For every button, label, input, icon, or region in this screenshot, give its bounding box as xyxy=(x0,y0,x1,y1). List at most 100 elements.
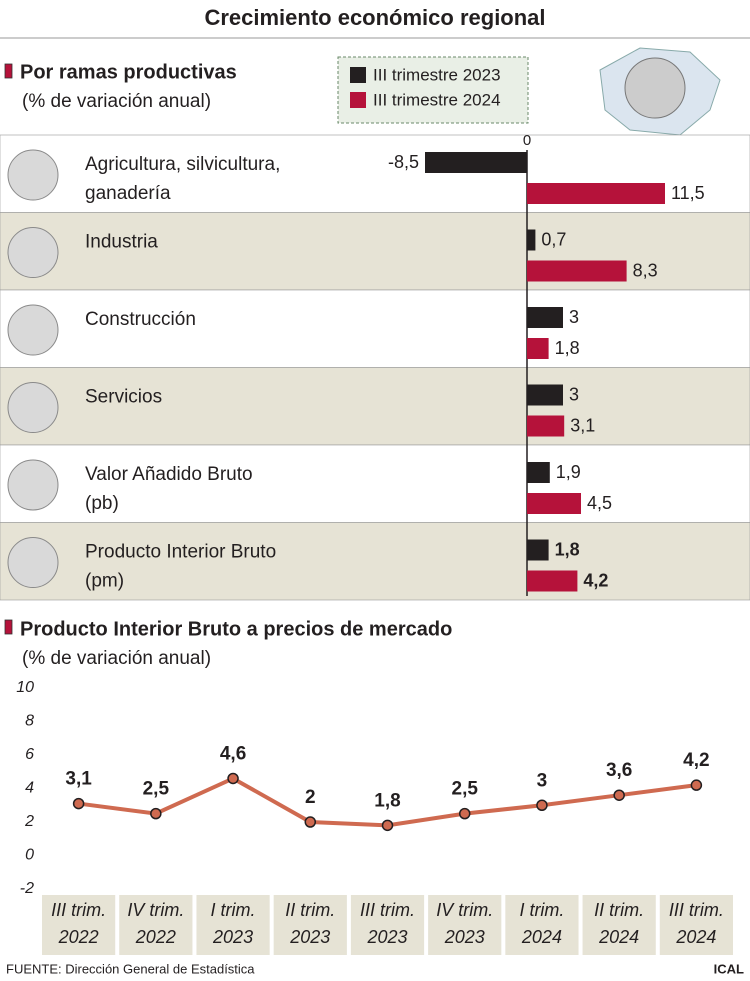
row-background xyxy=(0,367,750,446)
category-label: ganadería xyxy=(85,183,171,204)
section-subtitle: (% de variación anual) xyxy=(22,91,211,112)
point xyxy=(150,807,162,820)
y-tick-label: -2 xyxy=(20,880,34,897)
bar xyxy=(425,152,527,173)
x-tick-label: 0 xyxy=(523,132,531,149)
y-tick-label: 4 xyxy=(25,780,34,797)
x-tick-label: III trim. xyxy=(51,900,106,920)
section-title: Por ramas productivas xyxy=(20,61,237,83)
section-marker xyxy=(4,63,13,79)
x-tick-label: 2023 xyxy=(289,927,330,947)
bar xyxy=(527,539,549,561)
bar xyxy=(527,462,550,483)
x-tick-label: 2024 xyxy=(598,927,639,947)
value-label: 0,7 xyxy=(541,229,566,249)
value-label: 4,6 xyxy=(220,743,246,764)
value-label: 3,1 xyxy=(65,769,92,790)
point xyxy=(227,772,239,785)
bar xyxy=(527,338,549,359)
row-icon xyxy=(7,382,59,433)
value-label: 2,5 xyxy=(452,779,479,800)
bar xyxy=(527,183,665,204)
bar xyxy=(527,229,536,251)
value-label: 3 xyxy=(569,384,579,404)
point xyxy=(536,799,548,811)
point xyxy=(690,779,703,791)
bar xyxy=(527,493,581,514)
category-cell xyxy=(42,895,116,955)
bar xyxy=(527,570,578,592)
x-tick-label: II trim. xyxy=(285,900,335,920)
row-icon xyxy=(7,227,59,278)
category-label: Valor Añadido Bruto xyxy=(85,464,253,485)
value-label: 1,8 xyxy=(555,338,580,358)
x-tick-label: 2022 xyxy=(135,927,176,947)
category-label: Industria xyxy=(85,232,158,253)
category-cell xyxy=(273,895,347,955)
source: FUENTE: Dirección General de Estadística xyxy=(6,961,255,976)
x-tick-label: III trim. xyxy=(360,900,415,920)
category-cell xyxy=(582,895,656,955)
point xyxy=(304,816,317,828)
value-label: 1,8 xyxy=(555,539,580,559)
y-tick-label: 10 xyxy=(16,679,34,696)
x-tick-label: 2022 xyxy=(58,927,99,947)
main-title: Crecimiento económico regional xyxy=(204,5,545,30)
value-label: -8,5 xyxy=(388,152,419,172)
coin-icon xyxy=(624,57,686,119)
point xyxy=(613,789,625,801)
point xyxy=(458,807,471,820)
value-label: 8,3 xyxy=(633,260,658,280)
category-label: Producto Interior Bruto xyxy=(85,542,276,563)
section-subtitle: (% de variación anual) xyxy=(22,648,211,669)
category-cell xyxy=(119,895,193,955)
bar xyxy=(527,415,565,437)
x-tick-label: 2023 xyxy=(212,927,253,947)
x-tick-label: IV trim. xyxy=(127,900,184,920)
bar xyxy=(527,260,627,282)
value-label: 3 xyxy=(537,770,548,791)
x-tick-label: IV trim. xyxy=(436,900,493,920)
category-label: Servicios xyxy=(85,387,162,408)
legend-box xyxy=(337,56,529,124)
x-tick-label: I trim. xyxy=(519,900,564,920)
section-title: Producto Interior Bruto a precios de mer… xyxy=(20,618,452,640)
row-icon xyxy=(7,304,59,356)
x-tick-label: 2023 xyxy=(366,927,407,947)
row-background xyxy=(0,289,750,368)
category-cell xyxy=(505,895,579,955)
legend-swatch xyxy=(350,67,366,83)
value-label: 1,9 xyxy=(556,462,581,482)
section-marker xyxy=(4,619,13,635)
bar xyxy=(527,384,563,406)
x-tick-label: III trim. xyxy=(669,900,724,920)
category-label: Agricultura, silvicultura, xyxy=(85,154,280,175)
category-cell xyxy=(428,895,502,955)
value-label: 4,5 xyxy=(587,493,612,513)
row-background xyxy=(0,522,750,601)
x-tick-label: 2023 xyxy=(444,927,485,947)
value-label: 2,5 xyxy=(143,779,170,800)
credit: ICAL xyxy=(714,961,744,976)
value-label: 2 xyxy=(305,787,316,808)
category-label: Construcción xyxy=(85,309,196,330)
value-label: 3,6 xyxy=(606,760,632,781)
x-tick-label: I trim. xyxy=(211,900,256,920)
category-cell xyxy=(659,895,733,955)
value-label: 3,1 xyxy=(570,415,595,435)
category-label: (pb) xyxy=(85,493,119,514)
y-tick-label: 0 xyxy=(25,847,34,864)
legend-label: III trimestre 2023 xyxy=(373,65,501,84)
value-label: 4,2 xyxy=(583,570,608,590)
row-background xyxy=(0,444,750,523)
legend-swatch xyxy=(350,92,366,108)
x-tick-label: 2024 xyxy=(521,927,562,947)
row-icon xyxy=(7,149,59,201)
value-label: 3 xyxy=(569,307,579,327)
value-label: 11,5 xyxy=(671,183,705,203)
category-cell xyxy=(350,895,425,955)
legend-label: III trimestre 2024 xyxy=(373,90,501,109)
bar xyxy=(527,307,563,328)
